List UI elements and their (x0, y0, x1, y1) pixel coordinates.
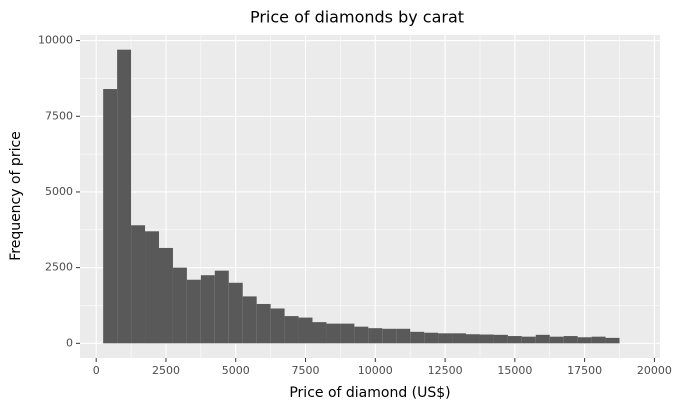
bar (298, 317, 313, 344)
bar (438, 333, 453, 344)
x-tick-label: 2500 (152, 364, 180, 377)
x-axis-title: Price of diamond (US$) (289, 385, 450, 401)
y-tick-label: 2500 (45, 261, 73, 274)
bar (172, 267, 187, 344)
y-tick-label: 5000 (45, 185, 73, 198)
bar (117, 49, 132, 344)
y-tick-label: 7500 (45, 109, 73, 122)
bar (410, 331, 425, 344)
bar (145, 231, 159, 344)
x-tick-label: 15000 (497, 364, 532, 377)
bar (535, 334, 550, 344)
bar (186, 279, 201, 344)
bar (577, 337, 592, 344)
bar (214, 270, 229, 344)
bar (158, 247, 173, 344)
bar (270, 308, 285, 344)
y-tick-label: 0 (66, 336, 73, 349)
y-axis-title: Frequency of price (8, 131, 24, 261)
bar (549, 336, 564, 344)
bar (563, 336, 578, 344)
bar (605, 337, 620, 344)
bar (368, 328, 383, 344)
x-tick-label: 7500 (292, 364, 320, 377)
y-tick-label: 10000 (38, 34, 73, 47)
x-tick-label: 20000 (637, 364, 672, 377)
bar (256, 303, 271, 344)
x-tick-label: 5000 (222, 364, 250, 377)
x-tick-label: 10000 (358, 364, 393, 377)
bar (326, 323, 341, 344)
bar (396, 328, 411, 344)
x-tick-label: 17500 (567, 364, 602, 377)
bar (242, 296, 257, 344)
bar (284, 316, 299, 344)
chart-title: Price of diamonds by carat (250, 8, 464, 27)
bar (591, 336, 606, 344)
bar (312, 322, 327, 344)
bar (354, 326, 369, 344)
bar (131, 225, 146, 344)
bar (493, 334, 508, 344)
bar (382, 328, 397, 344)
bar (103, 89, 118, 344)
x-tick-label: 0 (93, 364, 100, 377)
bar (200, 275, 215, 344)
bar (228, 282, 243, 344)
bar (466, 334, 480, 344)
bar (424, 332, 439, 344)
x-tick-label: 12500 (428, 364, 463, 377)
bar (521, 336, 536, 344)
bar (452, 333, 467, 344)
bar (507, 336, 522, 344)
bar (479, 334, 494, 344)
bar (340, 323, 355, 344)
